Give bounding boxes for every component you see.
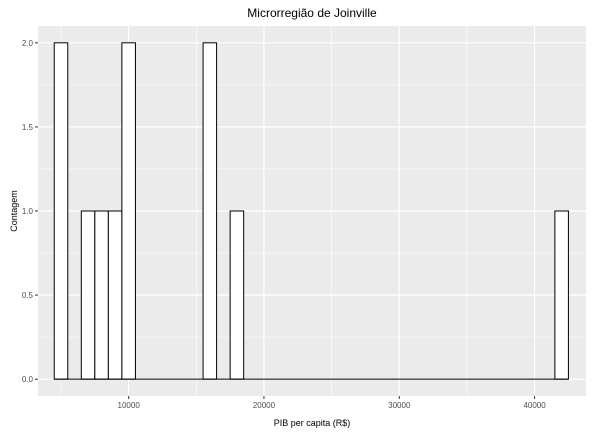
x-tick-label: 40000 <box>523 401 546 410</box>
histogram-bar <box>80 210 96 380</box>
histogram-bar <box>554 210 569 380</box>
y-tick-label: 0.0 <box>22 375 34 384</box>
histogram-bar <box>229 210 245 380</box>
x-axis-title: PIB per capita (R$) <box>274 418 351 428</box>
x-tick-label: 10000 <box>118 401 141 410</box>
y-tick-label: 1.5 <box>22 123 34 132</box>
x-tick-label: 20000 <box>253 401 276 410</box>
x-axis: 10000 20000 30000 40000 <box>118 396 546 410</box>
histogram-bar <box>53 42 69 380</box>
y-tick-label: 1.0 <box>22 207 34 216</box>
histogram-bar <box>107 210 123 380</box>
y-tick-label: 0.5 <box>22 291 34 300</box>
histogram-bar <box>202 42 218 380</box>
chart-title: Microrregião de Joinville <box>247 6 377 20</box>
y-axis: 0.0 0.5 1.0 1.5 2.0 <box>22 39 38 384</box>
y-axis-title: Contagem <box>9 190 19 232</box>
histogram-bar <box>121 42 136 380</box>
x-tick-label: 30000 <box>388 401 411 410</box>
histogram-bar <box>94 210 109 380</box>
y-tick-label: 2.0 <box>22 39 34 48</box>
